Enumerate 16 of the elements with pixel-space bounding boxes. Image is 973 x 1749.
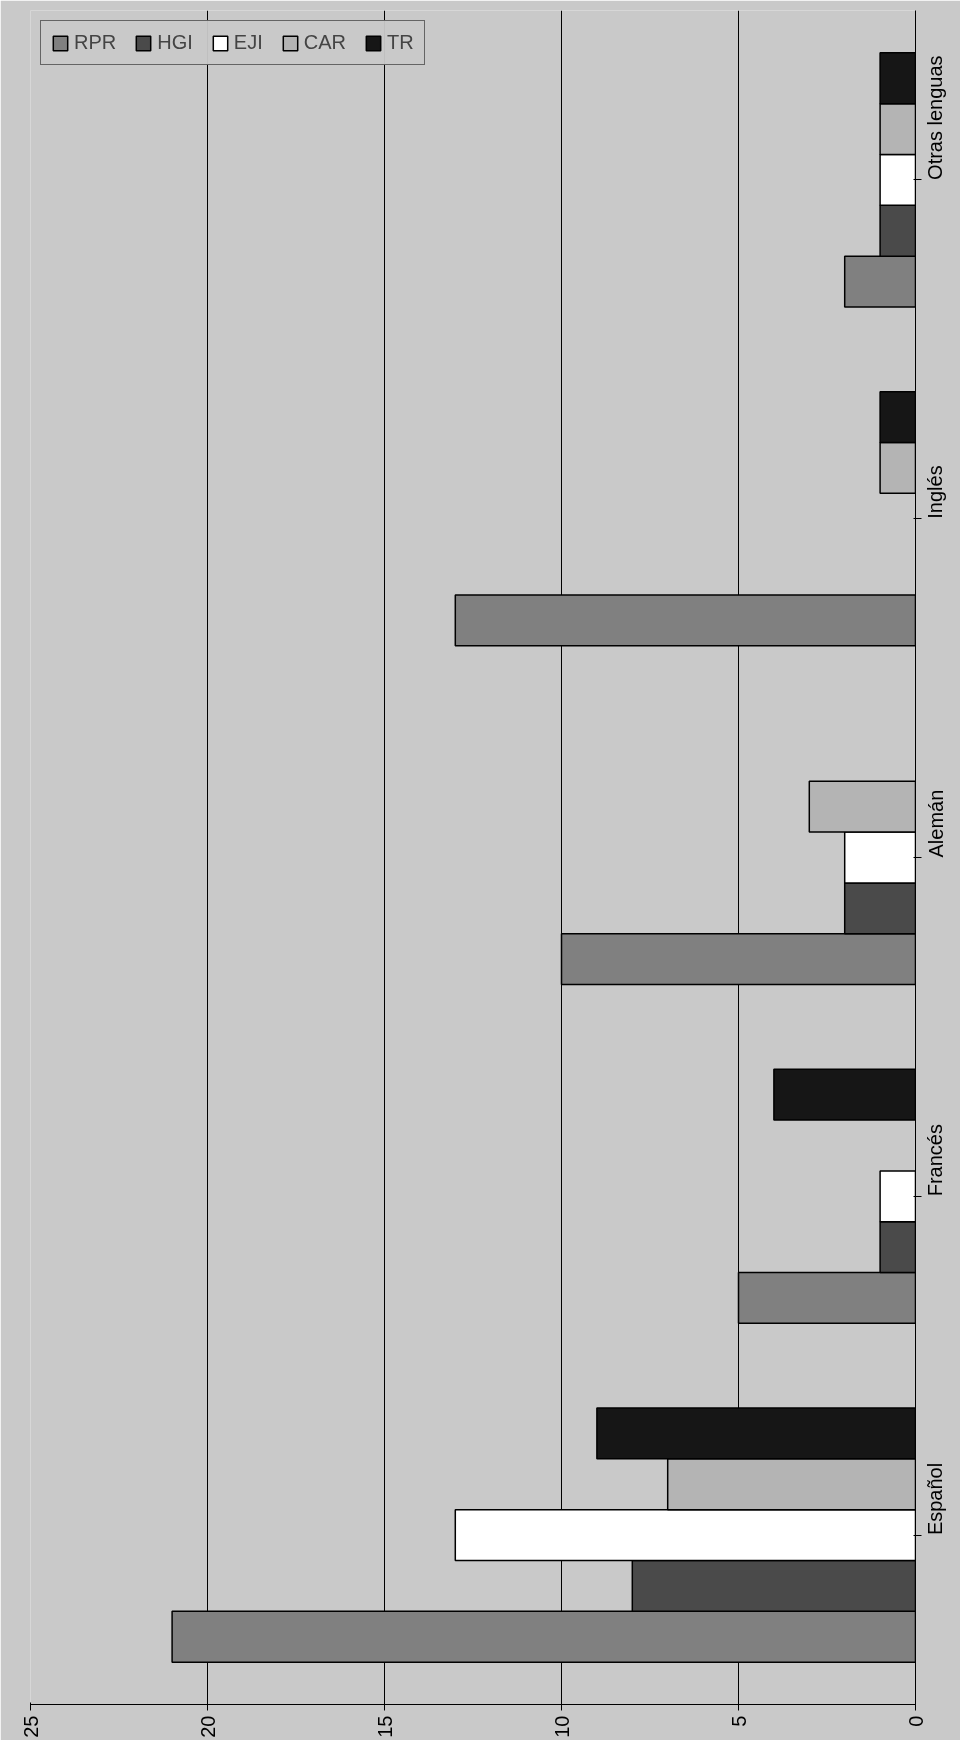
x-tick-label: 25 xyxy=(19,1715,42,1738)
legend-label: CAR xyxy=(303,31,346,54)
x-tick-label: 20 xyxy=(196,1715,219,1738)
y-tick-label: Otras lenguas xyxy=(924,55,947,180)
legend-label: EJI xyxy=(233,31,263,54)
legend-label: RPR xyxy=(74,31,117,54)
y-tick-label: Francés xyxy=(924,1124,947,1197)
x-tick-label: 5 xyxy=(727,1715,750,1727)
legend-label: HGI xyxy=(157,31,193,54)
y-tick-label: Inglés xyxy=(924,465,947,519)
y-tick-label: Alemán xyxy=(924,789,947,858)
x-tick-label: 15 xyxy=(373,1715,396,1738)
legend-label: TR xyxy=(386,31,414,54)
x-tick-label: 0 xyxy=(904,1715,927,1727)
x-tick-label: 10 xyxy=(550,1715,573,1738)
y-tick-label: Español xyxy=(924,1462,947,1536)
